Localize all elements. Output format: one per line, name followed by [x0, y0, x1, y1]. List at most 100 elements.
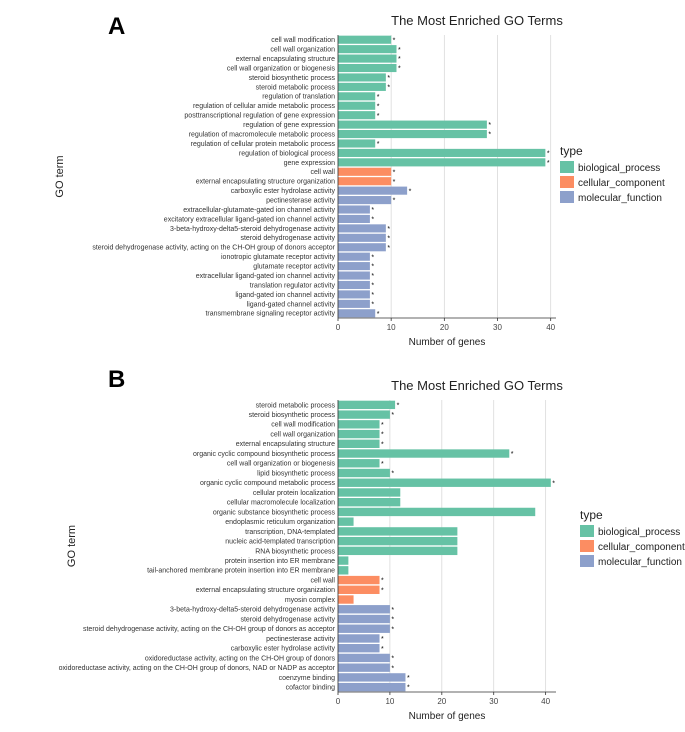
- significance-mark: *: [371, 254, 374, 261]
- x-tick-label: 40: [541, 697, 550, 706]
- significance-mark: *: [377, 103, 380, 110]
- significance-mark: *: [547, 160, 550, 167]
- bar: [338, 585, 380, 594]
- legend-entry: cellular_component: [578, 178, 665, 189]
- significance-mark: *: [377, 113, 380, 120]
- y-tick-label: lipid biosynthetic process: [257, 470, 335, 477]
- y-tick-label: cell wall organization or biogenesis: [227, 461, 336, 468]
- bar: [338, 205, 370, 214]
- bar: [338, 536, 458, 546]
- bar: [338, 167, 392, 176]
- legend-swatch: [580, 525, 594, 537]
- bar: [338, 546, 458, 556]
- go-chart-b: steroid metabolic process * steroid biosyn…: [59, 366, 685, 722]
- significance-mark: *: [387, 235, 390, 242]
- y-tick-label: cell wall: [310, 169, 335, 176]
- y-tick-label: transmembrane signaling receptor activit…: [205, 311, 335, 318]
- bar: [338, 575, 380, 585]
- y-tick-label: cell wall organization or biogenesis: [227, 65, 336, 72]
- significance-mark: *: [407, 685, 410, 692]
- legend-swatch: [560, 161, 574, 173]
- significance-mark: *: [547, 151, 550, 158]
- y-axis-label: GO term: [54, 155, 66, 197]
- significance-mark: *: [387, 84, 390, 91]
- bar: [338, 35, 392, 44]
- significance-mark: *: [391, 656, 394, 663]
- x-tick-label: 40: [546, 323, 555, 332]
- bar: [338, 54, 397, 63]
- bar: [338, 224, 386, 233]
- y-tick-label: organic cyclic compound metabolic proces…: [200, 480, 336, 487]
- bar: [338, 214, 370, 224]
- significance-mark: *: [381, 441, 384, 448]
- significance-mark: *: [371, 207, 374, 214]
- y-tick-label: steroid metabolic process: [256, 84, 336, 91]
- significance-mark: *: [371, 264, 374, 271]
- significance-mark: *: [398, 56, 401, 63]
- y-tick-label: transcription, DNA-templated: [245, 529, 335, 536]
- y-tick-label: external encapsulating structure organiz…: [196, 179, 335, 186]
- bar: [338, 177, 392, 186]
- significance-mark: *: [391, 626, 394, 633]
- bar: [338, 682, 406, 692]
- y-tick-label: steroid dehydrogenase activity, acting o…: [92, 245, 335, 252]
- bar: [338, 488, 401, 497]
- chart-title: The Most Enriched GO Terms: [391, 13, 563, 28]
- bar: [338, 673, 406, 682]
- bar: [338, 271, 370, 280]
- x-tick-label: 0: [336, 323, 341, 332]
- y-tick-label: endoplasmic reticulum organization: [225, 519, 335, 526]
- bar: [338, 624, 390, 633]
- y-tick-label: organic cyclic compound biosynthetic pro…: [193, 451, 336, 458]
- x-tick-label: 10: [387, 323, 396, 332]
- y-tick-label: regulation of biological process: [239, 150, 336, 157]
- bar: [338, 309, 376, 318]
- x-axis-label: Number of genes: [409, 337, 486, 348]
- significance-mark: *: [387, 245, 390, 252]
- bar: [338, 429, 380, 439]
- bar: [338, 439, 380, 448]
- bar: [338, 663, 390, 672]
- bar: [338, 129, 487, 139]
- legend-title: type: [560, 144, 583, 158]
- y-tick-label: RNA biosynthetic process: [255, 548, 335, 555]
- panel-label: A: [108, 13, 125, 40]
- y-tick-label: steroid metabolic process: [256, 402, 336, 409]
- y-tick-label: carboxylic ester hydrolase activity: [231, 646, 336, 653]
- bar: [338, 45, 397, 54]
- legend-entry: biological_process: [598, 527, 680, 538]
- bar: [338, 459, 380, 468]
- significance-mark: *: [381, 636, 384, 643]
- y-tick-label: extracellular ligand-gated ion channel a…: [196, 273, 336, 280]
- go-enrichment-panel-a: cell wall modification * cell wall organiz…: [0, 0, 685, 362]
- legend-entry: biological_process: [578, 163, 660, 174]
- y-tick-label: steroid dehydrogenase activity, acting o…: [83, 626, 336, 633]
- x-tick-label: 30: [493, 323, 502, 332]
- bar: [338, 92, 376, 101]
- bar: [338, 148, 546, 157]
- bar: [338, 299, 370, 308]
- bar: [338, 111, 376, 120]
- y-tick-label: protein insertion into ER membrane: [225, 558, 335, 565]
- significance-mark: *: [391, 617, 394, 624]
- significance-mark: *: [409, 188, 412, 195]
- significance-mark: *: [552, 480, 555, 487]
- bar: [338, 644, 380, 653]
- y-tick-label: steroid biosynthetic process: [249, 75, 336, 82]
- legend-entry: molecular_function: [578, 193, 662, 204]
- y-tick-label: steroid dehydrogenase activity: [240, 616, 335, 623]
- y-tick-label: nucleic acid-templated transcription: [225, 539, 335, 546]
- panel-label: B: [108, 366, 125, 393]
- significance-mark: *: [377, 94, 380, 101]
- y-tick-label: extracellular-glutamate-gated ion channe…: [183, 207, 335, 214]
- y-tick-label: 3-beta-hydroxy-delta5-steroid dehydrogen…: [170, 226, 335, 233]
- bar: [338, 400, 396, 410]
- significance-mark: *: [488, 132, 491, 139]
- significance-mark: *: [488, 122, 491, 129]
- bar: [338, 120, 487, 129]
- significance-mark: *: [407, 675, 410, 682]
- bar: [338, 139, 376, 148]
- significance-mark: *: [511, 451, 514, 458]
- x-tick-label: 10: [385, 697, 394, 706]
- bar: [338, 498, 401, 507]
